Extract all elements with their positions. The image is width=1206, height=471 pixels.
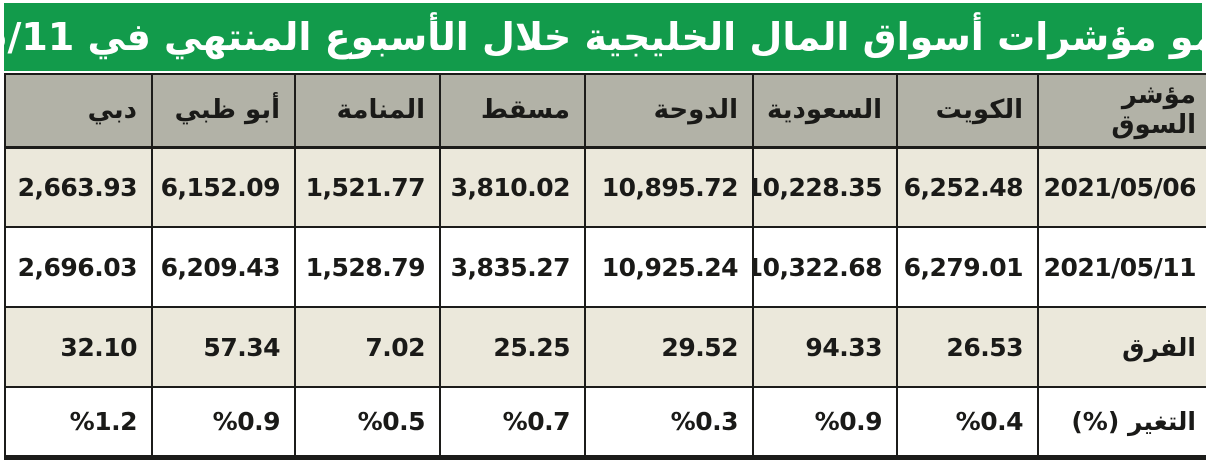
value-cell-muscat: 3,810.02 <box>439 146 586 228</box>
value-cell-kuwait: 26.53 <box>896 306 1039 388</box>
column-header-manama: المنامة <box>294 73 441 149</box>
value-cell-muscat: %0.7 <box>439 386 586 458</box>
value-cell-kuwait: 6,279.01 <box>896 226 1039 308</box>
value-cell-manama: 7.02 <box>294 306 441 388</box>
column-header-saudi: السعودية <box>752 73 898 149</box>
table-row-2021-05-11: 2021/05/11 6,279.01 10,322.68 10,925.24 … <box>4 226 1206 308</box>
value-cell-saudi: 10,228.35 <box>752 146 898 228</box>
row-label: التغير (%) <box>1037 386 1206 458</box>
value-cell-saudi: 10,322.68 <box>752 226 898 308</box>
value-cell-saudi: %0.9 <box>752 386 898 458</box>
column-header-kuwait: الكويت <box>896 73 1039 149</box>
value-cell-doha: 10,925.24 <box>584 226 754 308</box>
value-cell-manama: %0.5 <box>294 386 441 458</box>
market-indices-table: مؤشر السوق الكويت السعودية الدوحة مسقط ا… <box>4 73 1206 460</box>
value-cell-doha: %0.3 <box>584 386 754 458</box>
value-cell-kuwait: %0.4 <box>896 386 1039 458</box>
value-cell-manama: 1,521.77 <box>294 146 441 228</box>
row-label: 2021/05/11 <box>1037 226 1206 308</box>
value-cell-abu-dhabi: 6,209.43 <box>151 226 296 308</box>
table-row-difference: الفرق 26.53 94.33 29.52 25.25 7.02 57.34… <box>4 306 1206 388</box>
row-label: 2021/05/06 <box>1037 146 1206 228</box>
value-cell-dubai: 2,696.03 <box>4 226 153 308</box>
row-label: الفرق <box>1037 306 1206 388</box>
page-title: مقارنة نمو مؤشرات أسواق المال الخليجية خ… <box>0 3 1206 71</box>
column-header-doha: الدوحة <box>584 73 754 149</box>
value-cell-muscat: 3,835.27 <box>439 226 586 308</box>
column-header-muscat: مسقط <box>439 73 586 149</box>
value-cell-abu-dhabi: 57.34 <box>151 306 296 388</box>
table-header-row: مؤشر السوق الكويت السعودية الدوحة مسقط ا… <box>4 73 1206 149</box>
value-cell-kuwait: 6,252.48 <box>896 146 1039 228</box>
column-header-market-index: مؤشر السوق <box>1037 73 1206 149</box>
column-header-abu-dhabi: أبو ظبي <box>151 73 296 149</box>
table-row-2021-05-06: 2021/05/06 6,252.48 10,228.35 10,895.72 … <box>4 146 1206 228</box>
value-cell-doha: 29.52 <box>584 306 754 388</box>
value-cell-manama: 1,528.79 <box>294 226 441 308</box>
value-cell-dubai: 2,663.93 <box>4 146 153 228</box>
value-cell-muscat: 25.25 <box>439 306 586 388</box>
column-header-dubai: دبي <box>4 73 153 149</box>
value-cell-dubai: %1.2 <box>4 386 153 458</box>
value-cell-doha: 10,895.72 <box>584 146 754 228</box>
table-row-change-percent: التغير (%) %0.4 %0.9 %0.3 %0.7 %0.5 %0.9… <box>4 386 1206 458</box>
value-cell-saudi: 94.33 <box>752 306 898 388</box>
value-cell-abu-dhabi: %0.9 <box>151 386 296 458</box>
value-cell-dubai: 32.10 <box>4 306 153 388</box>
value-cell-abu-dhabi: 6,152.09 <box>151 146 296 228</box>
